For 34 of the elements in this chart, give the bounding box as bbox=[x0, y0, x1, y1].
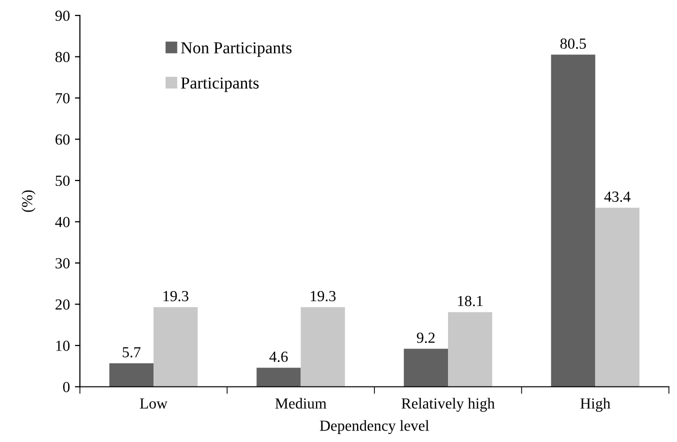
legend-label: Non Participants bbox=[181, 42, 292, 57]
y-tick-label: 20 bbox=[56, 299, 70, 310]
data-label: 4.6 bbox=[269, 352, 288, 362]
data-label: 43.4 bbox=[604, 192, 630, 202]
y-tick-label: 0 bbox=[63, 382, 70, 392]
y-tick-label: 40 bbox=[55, 216, 70, 228]
y-tick-label: 80 bbox=[55, 52, 70, 62]
y-tick-label: 90 bbox=[55, 10, 70, 21]
y-tick-label: 30 bbox=[56, 258, 70, 268]
x-tick-label: Medium bbox=[275, 398, 326, 409]
data-label: 19.3 bbox=[164, 290, 188, 302]
data-label: 9.2 bbox=[416, 332, 435, 343]
y-axis-title: (%) bbox=[22, 190, 36, 212]
bar bbox=[404, 348, 448, 387]
x-axis-title: Dependency level bbox=[320, 420, 430, 434]
bar bbox=[109, 363, 154, 387]
bar bbox=[551, 54, 596, 387]
data-label: 19.3 bbox=[310, 290, 336, 302]
y-tick-label: 50 bbox=[56, 176, 70, 186]
legend-label: Participants bbox=[181, 77, 259, 92]
y-tick-label: 10 bbox=[56, 340, 70, 351]
bar bbox=[154, 307, 198, 387]
bar bbox=[448, 312, 492, 387]
bar bbox=[256, 368, 301, 387]
data-label: 80.5 bbox=[560, 38, 586, 49]
y-tick-label: 60 bbox=[56, 134, 70, 145]
x-tick-label: Low bbox=[140, 398, 168, 409]
bar bbox=[300, 307, 345, 387]
x-tick-label: High bbox=[580, 398, 610, 412]
x-tick-label: Relatively high bbox=[402, 398, 495, 412]
y-tick-label: 70 bbox=[56, 93, 70, 104]
bar bbox=[595, 208, 640, 387]
data-label: 18.1 bbox=[458, 296, 483, 306]
data-label: 5.7 bbox=[122, 347, 141, 358]
